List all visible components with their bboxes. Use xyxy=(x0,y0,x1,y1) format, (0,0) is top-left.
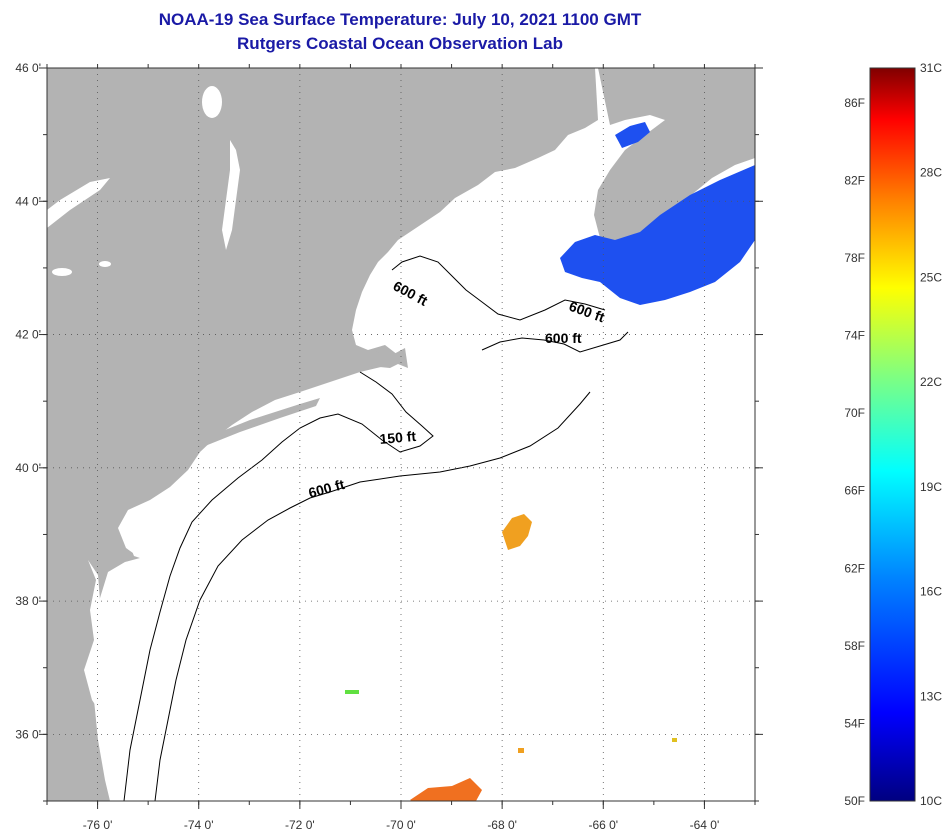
lat-tick-label: 38 0' xyxy=(15,594,41,608)
graticule-grid xyxy=(47,68,755,801)
colorbar-label-f: 86F xyxy=(844,96,865,110)
contour-600ft-georges xyxy=(481,331,629,353)
chesapeake-bay xyxy=(84,560,108,712)
lake-small-1 xyxy=(99,261,111,267)
colorbar-labels: 86F 82F 78F 74F 70F 66F 62F 58F 54F 50F 31C 28C 25C 2… xyxy=(844,61,942,808)
lat-tick-label: 36 0' xyxy=(15,727,41,741)
chart-title: NOAA-19 Sea Surface Temperature: July 10… xyxy=(158,10,642,29)
lon-tick-label: -76 0' xyxy=(83,818,113,832)
colorbar-label-f: 62F xyxy=(844,561,865,575)
contour-600ft-gulf xyxy=(391,255,606,321)
map-plot-area xyxy=(47,68,755,801)
lake-ontario-edge xyxy=(47,178,110,228)
lon-tick-label: -72 0' xyxy=(285,818,315,832)
colorbar-label-f: 50F xyxy=(844,794,865,808)
colorbar-label-f: 66F xyxy=(844,484,865,498)
lat-tick-label: 42 0' xyxy=(15,328,41,342)
lat-tick-label: 40 0' xyxy=(15,461,41,475)
lake-small-2 xyxy=(52,268,72,276)
axis-ticks: -76 0' -74 0' -72 0' -70 0' -68 0' -66 0' -64 … xyxy=(15,61,763,832)
colorbar-label-c: 19C xyxy=(920,480,942,494)
land-us-northeast xyxy=(47,68,598,801)
contour-label-600ft-georges: 600 ft xyxy=(545,330,582,346)
sst-speck-yellow-1 xyxy=(672,738,677,742)
land-cape-cod xyxy=(368,348,408,368)
contour-600ft-shelf xyxy=(154,391,591,801)
delaware-bay xyxy=(126,530,146,560)
colorbar-label-f: 58F xyxy=(844,639,865,653)
land-long-island xyxy=(200,398,320,446)
sst-speck-green xyxy=(345,690,359,694)
colorbar-label-f: 78F xyxy=(844,251,865,265)
lat-tick-label: 44 0' xyxy=(15,194,41,208)
colorbar-label-c: 13C xyxy=(920,689,942,703)
colorbar-label-c: 22C xyxy=(920,375,942,389)
lat-tick-label: 46 0' xyxy=(15,61,41,75)
colorbar-label-c: 25C xyxy=(920,270,942,284)
colorbar xyxy=(869,67,916,802)
contour-label-150ft: 150 ft xyxy=(379,428,417,447)
sst-patch-warm-south xyxy=(410,778,482,801)
sst-speck-yellow-2 xyxy=(518,748,524,753)
lake-moosehead xyxy=(202,86,222,118)
sst-patch-gulf-of-maine xyxy=(560,165,755,305)
colorbar-label-c: 31C xyxy=(920,61,942,75)
colorbar-label-f: 70F xyxy=(844,406,865,420)
sst-patch-bay-of-fundy xyxy=(615,122,650,148)
colorbar-label-f: 74F xyxy=(844,329,865,343)
colorbar-label-c: 10C xyxy=(920,794,942,808)
chart-subtitle: Rutgers Coastal Ocean Observation Lab xyxy=(237,34,563,53)
sst-patch-warm-offshore xyxy=(502,514,532,550)
lon-tick-label: -66 0' xyxy=(588,818,618,832)
lon-tick-label: -70 0' xyxy=(386,818,416,832)
lon-tick-label: -74 0' xyxy=(184,818,214,832)
lake-champlain xyxy=(222,140,240,250)
colorbar-label-f: 82F xyxy=(844,173,865,187)
lon-tick-label: -68 0' xyxy=(487,818,517,832)
colorbar-label-c: 28C xyxy=(920,166,942,180)
land-nova-scotia xyxy=(594,68,755,248)
colorbar-label-c: 16C xyxy=(920,585,942,599)
colorbar-label-f: 54F xyxy=(844,716,865,730)
lon-tick-label: -64 0' xyxy=(690,818,720,832)
